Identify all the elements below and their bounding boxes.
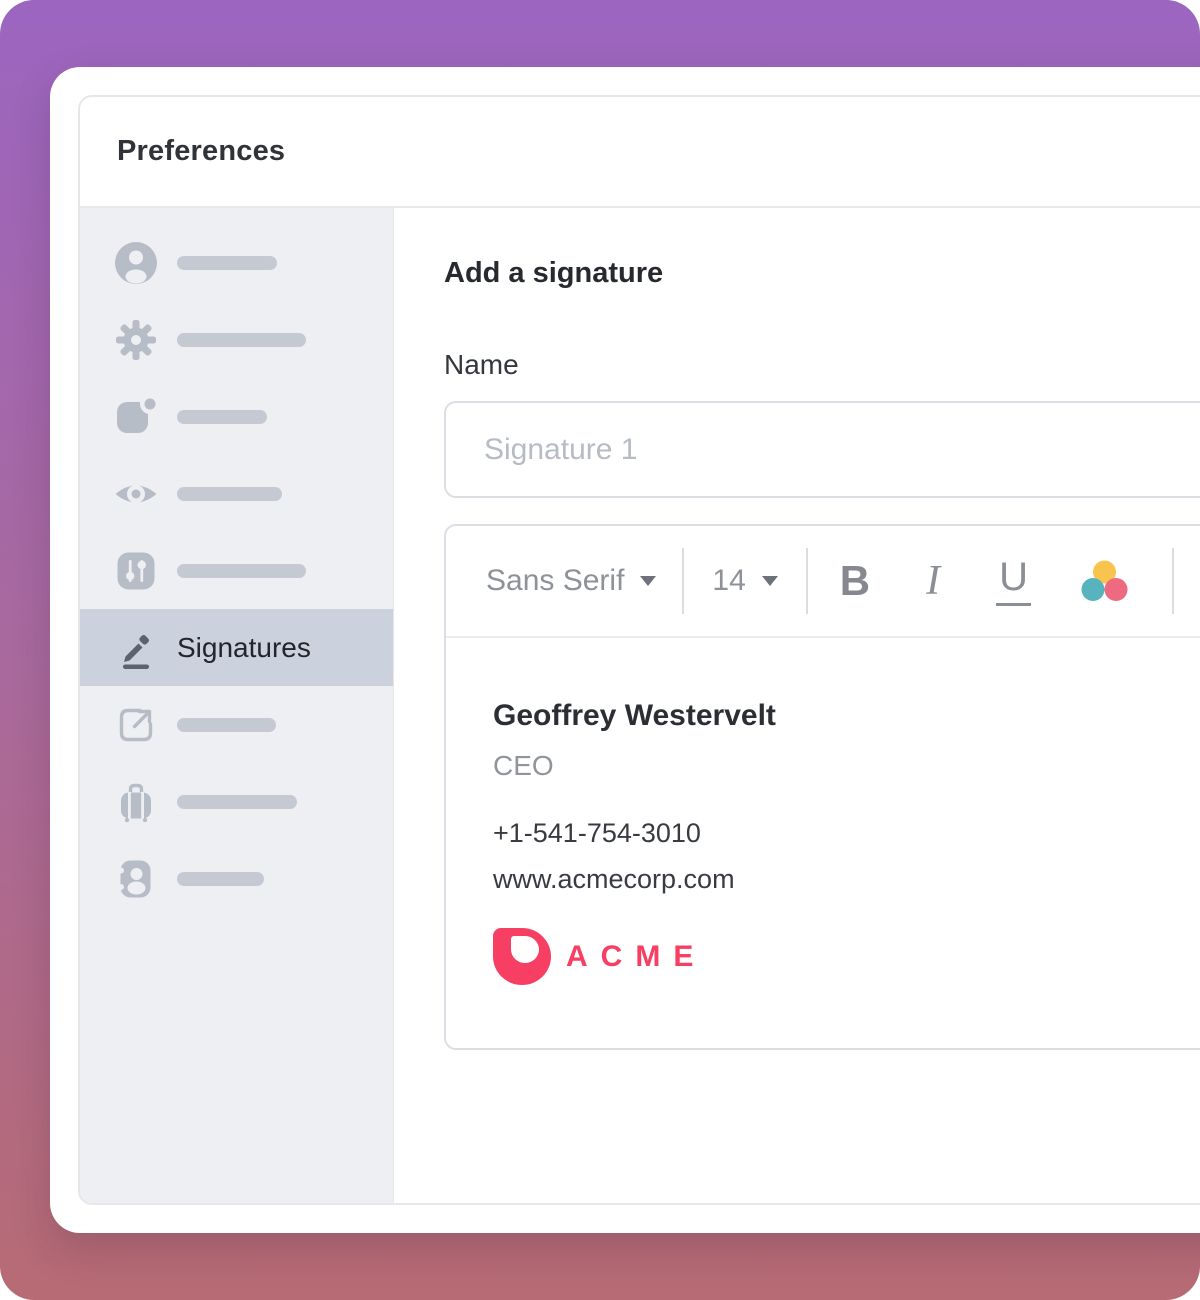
editor-toolbar: Sans Serif 14 B I xyxy=(446,526,1200,638)
dialog-header: Preferences xyxy=(80,97,1200,208)
signature-name-input[interactable] xyxy=(444,401,1200,498)
toolbar-divider xyxy=(805,548,808,614)
acme-logo-icon xyxy=(493,928,551,985)
signature-job-title: CEO xyxy=(493,750,554,781)
sidebar: Signatures xyxy=(80,208,394,1203)
signature-editor: Sans Serif 14 B I xyxy=(444,524,1200,1050)
sidebar-items: Signatures xyxy=(80,224,393,917)
editor-content[interactable]: Geoffrey Westervelt CEO +1-541-754-3010 … xyxy=(446,638,1200,1048)
skeleton-bar xyxy=(177,332,306,347)
skeleton-bar xyxy=(177,409,267,424)
signature-phone: +1-541-754-3010 xyxy=(493,818,701,848)
font-size-value: 14 xyxy=(712,564,746,597)
eye-icon xyxy=(114,472,158,516)
palette-teal-dot xyxy=(1081,578,1105,601)
italic-button[interactable]: I xyxy=(926,558,941,604)
content-panel: Add a signature Name Sans Serif 14 xyxy=(394,208,1200,1203)
user-icon xyxy=(114,241,158,285)
underline-glyph: U xyxy=(996,557,1032,606)
company-logo: ACME xyxy=(493,928,1200,985)
chevron-down-icon xyxy=(640,576,657,586)
chevron-down-icon xyxy=(761,576,778,586)
share-icon xyxy=(114,703,158,747)
preferences-dialog: Preferences Signatures Add a signature N… xyxy=(78,95,1200,1205)
sidebar-item-user[interactable] xyxy=(80,224,393,301)
palette-yellow-dot xyxy=(1093,560,1117,584)
skeleton-bar xyxy=(177,717,276,732)
sidebar-item-label: Signatures xyxy=(177,631,311,663)
acme-logo-cutout xyxy=(511,936,539,963)
sidebar-item-eye[interactable] xyxy=(80,455,393,532)
sidebar-item-signatures[interactable]: Signatures xyxy=(80,609,393,686)
company-name: ACME xyxy=(566,939,707,973)
font-size-select[interactable]: 14 xyxy=(712,564,778,598)
toolbar-divider xyxy=(682,548,685,614)
luggage-icon xyxy=(114,780,158,824)
name-label: Name xyxy=(444,349,519,380)
gear-icon xyxy=(114,318,158,362)
app-window: Preferences Signatures Add a signature N… xyxy=(50,67,1200,1233)
sidebar-item-luggage[interactable] xyxy=(80,763,393,840)
contacts-icon xyxy=(114,857,158,901)
skeleton-bar xyxy=(177,794,297,809)
sidebar-item-gear[interactable] xyxy=(80,301,393,378)
section-heading: Add a signature xyxy=(444,257,664,289)
color-palette-icon xyxy=(1081,560,1128,601)
skeleton-bar xyxy=(177,871,264,886)
skeleton-bar xyxy=(177,486,282,501)
dialog-body: Signatures Add a signature Name Sans Ser… xyxy=(80,208,1200,1203)
sidebar-item-sliders[interactable] xyxy=(80,532,393,609)
toolbar-divider xyxy=(1172,548,1175,614)
dialog-title: Preferences xyxy=(117,135,286,167)
underline-button[interactable]: U xyxy=(996,557,1032,606)
signature-website: www.acmecorp.com xyxy=(493,864,735,894)
pencil-icon xyxy=(114,626,158,670)
font-family-value: Sans Serif xyxy=(486,564,625,597)
sidebar-item-contacts[interactable] xyxy=(80,840,393,917)
skeleton-bar xyxy=(177,563,306,578)
bold-button[interactable]: B xyxy=(839,557,871,604)
skeleton-bar xyxy=(177,255,277,270)
text-color-button[interactable] xyxy=(1081,560,1128,602)
signature-person-name: Geoffrey Westervelt xyxy=(493,699,776,732)
app-badge-icon xyxy=(114,395,158,439)
sidebar-item-share[interactable] xyxy=(80,686,393,763)
sidebar-item-app-badge[interactable] xyxy=(80,378,393,455)
palette-pink-dot xyxy=(1104,578,1128,601)
font-family-select[interactable]: Sans Serif xyxy=(486,564,657,598)
sliders-icon xyxy=(114,549,158,593)
